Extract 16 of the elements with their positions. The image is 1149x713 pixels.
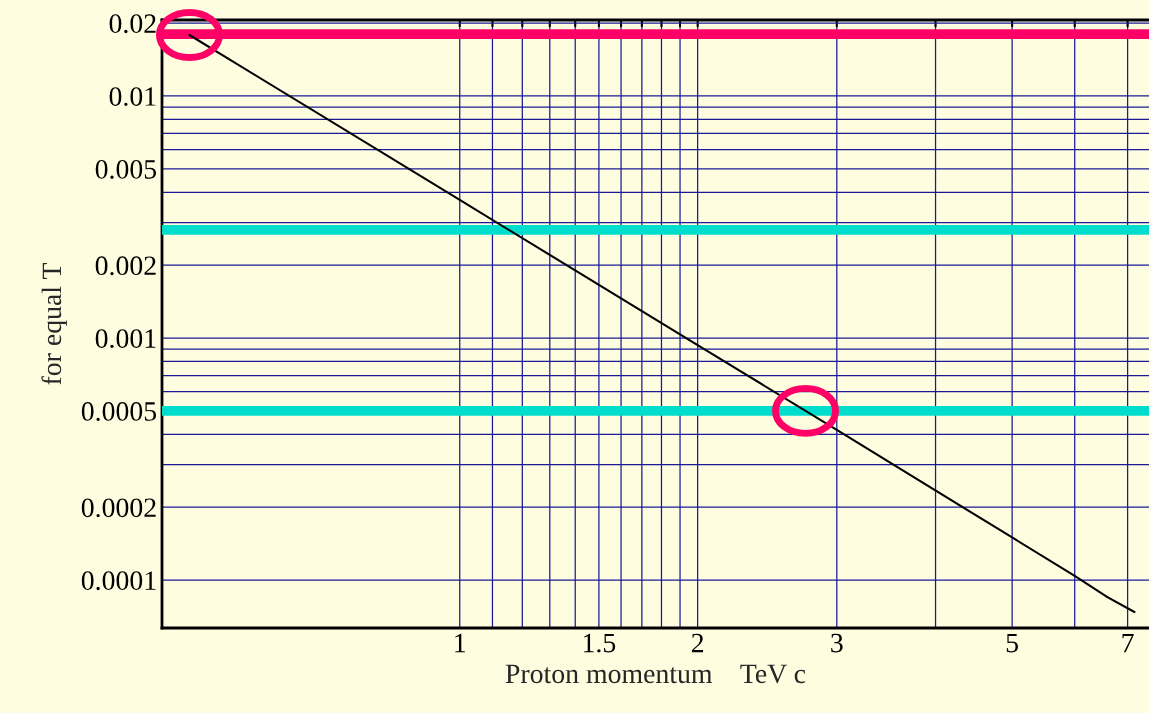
- x-tick-label: 7: [1122, 633, 1134, 653]
- x-tick-label: 1: [455, 633, 466, 653]
- y-tick-label: 0.01: [109, 87, 156, 107]
- y-tick-label: 0.001: [95, 329, 156, 349]
- x-tick-label: 3: [831, 633, 843, 653]
- x-tick-label: 5: [1006, 633, 1018, 653]
- y-tick-label: 0.002: [95, 256, 156, 276]
- x-tick-label: 2: [691, 633, 704, 653]
- x-tick-label: 1.5: [583, 633, 616, 653]
- y-axis-title: for equal T: [41, 263, 67, 385]
- y-tick-label: 0.0001: [81, 571, 156, 591]
- y-tick-label: 0.005: [95, 160, 157, 179]
- y-tick-label: 0.0005: [81, 402, 157, 421]
- y-tick-label: 0.02: [109, 14, 156, 34]
- y-tick-label: 0.0002: [81, 498, 156, 518]
- x-axis-title: Proton momentum TeV c: [505, 664, 806, 684]
